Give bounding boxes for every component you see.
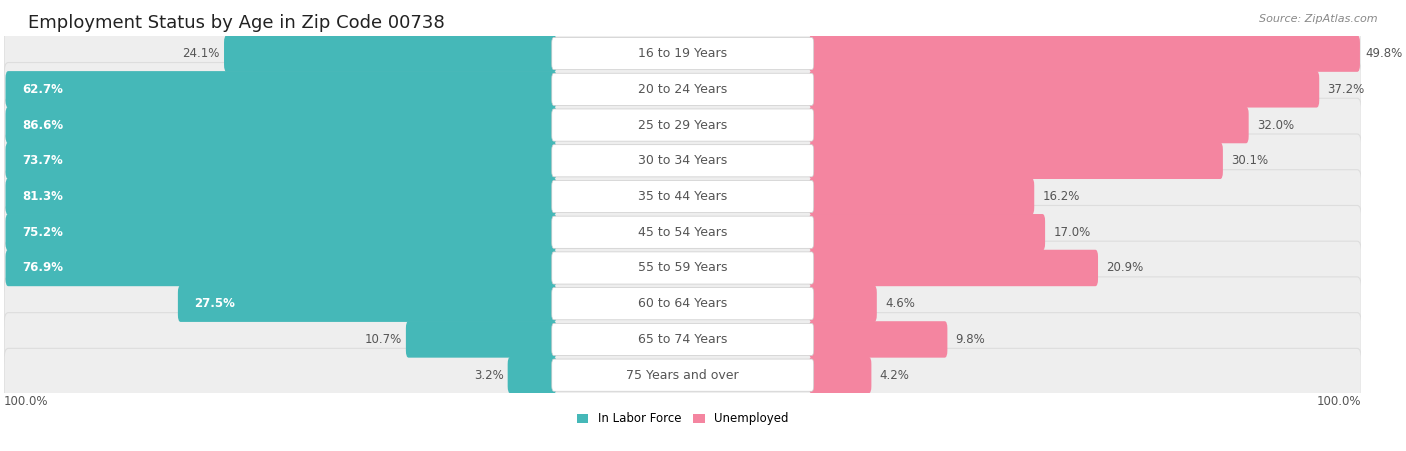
FancyBboxPatch shape xyxy=(808,35,1360,72)
FancyBboxPatch shape xyxy=(808,214,1045,250)
FancyBboxPatch shape xyxy=(551,288,814,320)
Text: 76.9%: 76.9% xyxy=(22,262,63,275)
FancyBboxPatch shape xyxy=(808,143,1223,179)
FancyBboxPatch shape xyxy=(4,170,1361,223)
Text: 32.0%: 32.0% xyxy=(1257,119,1294,132)
Text: 10.7%: 10.7% xyxy=(364,333,402,346)
FancyBboxPatch shape xyxy=(551,359,814,391)
FancyBboxPatch shape xyxy=(224,35,557,72)
FancyBboxPatch shape xyxy=(4,313,1361,366)
Text: Source: ZipAtlas.com: Source: ZipAtlas.com xyxy=(1260,14,1378,23)
Text: 4.2%: 4.2% xyxy=(880,368,910,382)
Text: 25 to 29 Years: 25 to 29 Years xyxy=(638,119,727,132)
FancyBboxPatch shape xyxy=(808,285,877,322)
Legend: In Labor Force, Unemployed: In Labor Force, Unemployed xyxy=(572,408,793,430)
Text: 30 to 34 Years: 30 to 34 Years xyxy=(638,154,727,167)
FancyBboxPatch shape xyxy=(6,178,557,215)
FancyBboxPatch shape xyxy=(551,216,814,249)
FancyBboxPatch shape xyxy=(4,241,1361,295)
FancyBboxPatch shape xyxy=(551,109,814,141)
FancyBboxPatch shape xyxy=(4,63,1361,116)
FancyBboxPatch shape xyxy=(406,321,557,358)
Text: 16.2%: 16.2% xyxy=(1042,190,1080,203)
Text: 75.2%: 75.2% xyxy=(22,226,63,239)
Text: 55 to 59 Years: 55 to 59 Years xyxy=(638,262,727,275)
FancyBboxPatch shape xyxy=(4,134,1361,188)
Text: 100.0%: 100.0% xyxy=(4,395,49,408)
Text: 65 to 74 Years: 65 to 74 Years xyxy=(638,333,727,346)
FancyBboxPatch shape xyxy=(551,145,814,177)
Text: 17.0%: 17.0% xyxy=(1053,226,1091,239)
FancyBboxPatch shape xyxy=(808,357,872,393)
FancyBboxPatch shape xyxy=(4,348,1361,402)
FancyBboxPatch shape xyxy=(808,71,1319,107)
Text: Employment Status by Age in Zip Code 00738: Employment Status by Age in Zip Code 007… xyxy=(28,14,444,32)
FancyBboxPatch shape xyxy=(551,180,814,212)
Text: 45 to 54 Years: 45 to 54 Years xyxy=(638,226,727,239)
FancyBboxPatch shape xyxy=(551,37,814,69)
FancyBboxPatch shape xyxy=(808,178,1035,215)
FancyBboxPatch shape xyxy=(808,107,1249,143)
FancyBboxPatch shape xyxy=(551,73,814,106)
Text: 60 to 64 Years: 60 to 64 Years xyxy=(638,297,727,310)
FancyBboxPatch shape xyxy=(6,71,557,107)
Text: 20 to 24 Years: 20 to 24 Years xyxy=(638,83,727,96)
Text: 100.0%: 100.0% xyxy=(1317,395,1361,408)
Text: 24.1%: 24.1% xyxy=(183,47,219,60)
FancyBboxPatch shape xyxy=(4,27,1361,80)
Text: 20.9%: 20.9% xyxy=(1107,262,1143,275)
Text: 9.8%: 9.8% xyxy=(956,333,986,346)
Text: 27.5%: 27.5% xyxy=(194,297,235,310)
FancyBboxPatch shape xyxy=(551,323,814,355)
Text: 49.8%: 49.8% xyxy=(1365,47,1403,60)
FancyBboxPatch shape xyxy=(6,143,557,179)
FancyBboxPatch shape xyxy=(6,214,557,250)
FancyBboxPatch shape xyxy=(179,285,557,322)
FancyBboxPatch shape xyxy=(808,321,948,358)
FancyBboxPatch shape xyxy=(6,107,557,143)
FancyBboxPatch shape xyxy=(4,277,1361,331)
Text: 37.2%: 37.2% xyxy=(1327,83,1365,96)
FancyBboxPatch shape xyxy=(551,252,814,284)
FancyBboxPatch shape xyxy=(4,206,1361,259)
Text: 81.3%: 81.3% xyxy=(22,190,63,203)
Text: 4.6%: 4.6% xyxy=(884,297,915,310)
FancyBboxPatch shape xyxy=(508,357,557,393)
FancyBboxPatch shape xyxy=(6,250,557,286)
Text: 35 to 44 Years: 35 to 44 Years xyxy=(638,190,727,203)
Text: 62.7%: 62.7% xyxy=(22,83,63,96)
Text: 3.2%: 3.2% xyxy=(474,368,503,382)
FancyBboxPatch shape xyxy=(808,250,1098,286)
Text: 75 Years and over: 75 Years and over xyxy=(627,368,740,382)
FancyBboxPatch shape xyxy=(4,98,1361,152)
Text: 86.6%: 86.6% xyxy=(22,119,63,132)
Text: 30.1%: 30.1% xyxy=(1232,154,1268,167)
Text: 73.7%: 73.7% xyxy=(22,154,62,167)
Text: 16 to 19 Years: 16 to 19 Years xyxy=(638,47,727,60)
